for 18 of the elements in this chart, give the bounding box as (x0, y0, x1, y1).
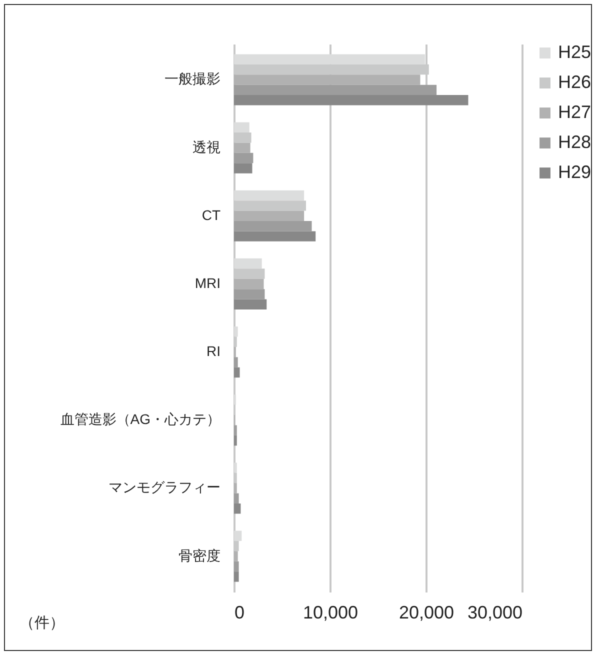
x-axis-title: （件） (20, 614, 64, 632)
y-tick-label: 血管造影（AG・心カテ） (60, 411, 220, 428)
y-tick-label: 透視 (192, 138, 220, 155)
y-tick-label: 一般撮影 (164, 70, 220, 87)
x-tick-label: 20,000 (398, 602, 454, 622)
x-tick-label: 10,000 (302, 602, 358, 622)
x-tick-label: 0 (234, 602, 245, 622)
y-tick-label: マンモグラフィー (108, 479, 220, 496)
x-tick-label: 30,000 (467, 602, 522, 622)
y-tick-label: 骨密度 (178, 547, 220, 564)
legend-label: H27 (558, 102, 592, 122)
y-tick-label: RI (206, 343, 220, 360)
y-tick-label: MRI (194, 274, 220, 291)
legend-label: H25 (558, 42, 592, 62)
legend-label: H28 (558, 132, 592, 152)
legend-label: H29 (558, 162, 592, 182)
y-tick-label: CT (202, 206, 221, 223)
legend-label: H26 (558, 72, 592, 92)
